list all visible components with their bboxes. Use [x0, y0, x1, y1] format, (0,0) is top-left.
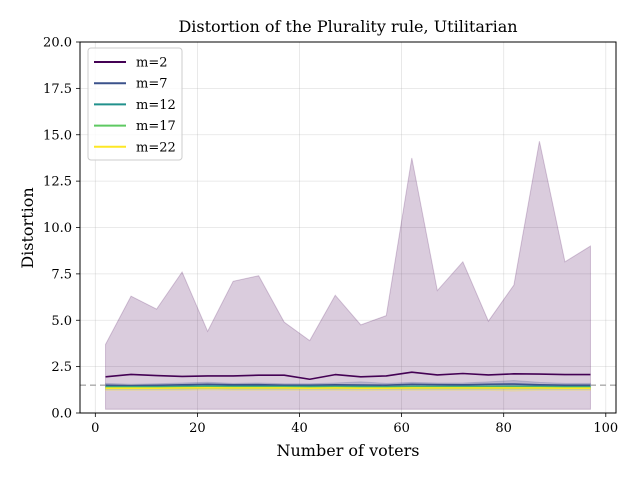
- x-axis-title: Number of voters: [277, 441, 420, 460]
- line-m=2: [105, 371, 591, 381]
- y-tick-label: 17.5: [43, 82, 72, 97]
- x-tick-label: 60: [393, 421, 410, 436]
- y-tick-label: 7.5: [51, 267, 72, 282]
- y-tick-label: 20.0: [43, 36, 72, 51]
- chart-title: Distortion of the Plurality rule, Utilit…: [178, 17, 517, 36]
- x-axis-ticks: 0 20 40 60 80 100: [91, 413, 618, 436]
- line-m=7: [105, 383, 591, 387]
- y-tick-label: 15.0: [43, 128, 72, 143]
- legend-label-m=22: m=22: [136, 140, 176, 155]
- x-tick-label: 80: [495, 421, 512, 436]
- legend-box: [87, 47, 183, 161]
- grid-lines: [80, 41, 616, 414]
- x-tick-label: 100: [593, 421, 618, 436]
- x-tick-label: 40: [291, 421, 308, 436]
- series-lines: [105, 371, 591, 389]
- legend: m=2 m=7 m=12 m=17 m=22: [87, 47, 183, 161]
- x-tick-label: 20: [189, 421, 206, 436]
- legend-label-m=7: m=7: [136, 77, 168, 92]
- legend-label-m=12: m=12: [136, 98, 176, 113]
- legend-label-m=17: m=17: [136, 119, 176, 134]
- legend-label-m=2: m=2: [136, 56, 168, 71]
- y-tick-label: 0.0: [51, 407, 72, 422]
- y-tick-label: 2.5: [51, 360, 72, 375]
- y-axis-title: Distortion: [18, 187, 37, 268]
- y-tick-label: 12.5: [43, 175, 72, 190]
- y-axis-ticks: 0.0 2.5 5.0 7.5 10.0 12.5 15.0 17.5 20.0: [43, 36, 80, 422]
- y-tick-label: 10.0: [43, 221, 72, 236]
- x-tick-label: 0: [91, 421, 99, 436]
- band-m=2: [105, 141, 591, 410]
- y-tick-label: 5.0: [51, 314, 72, 329]
